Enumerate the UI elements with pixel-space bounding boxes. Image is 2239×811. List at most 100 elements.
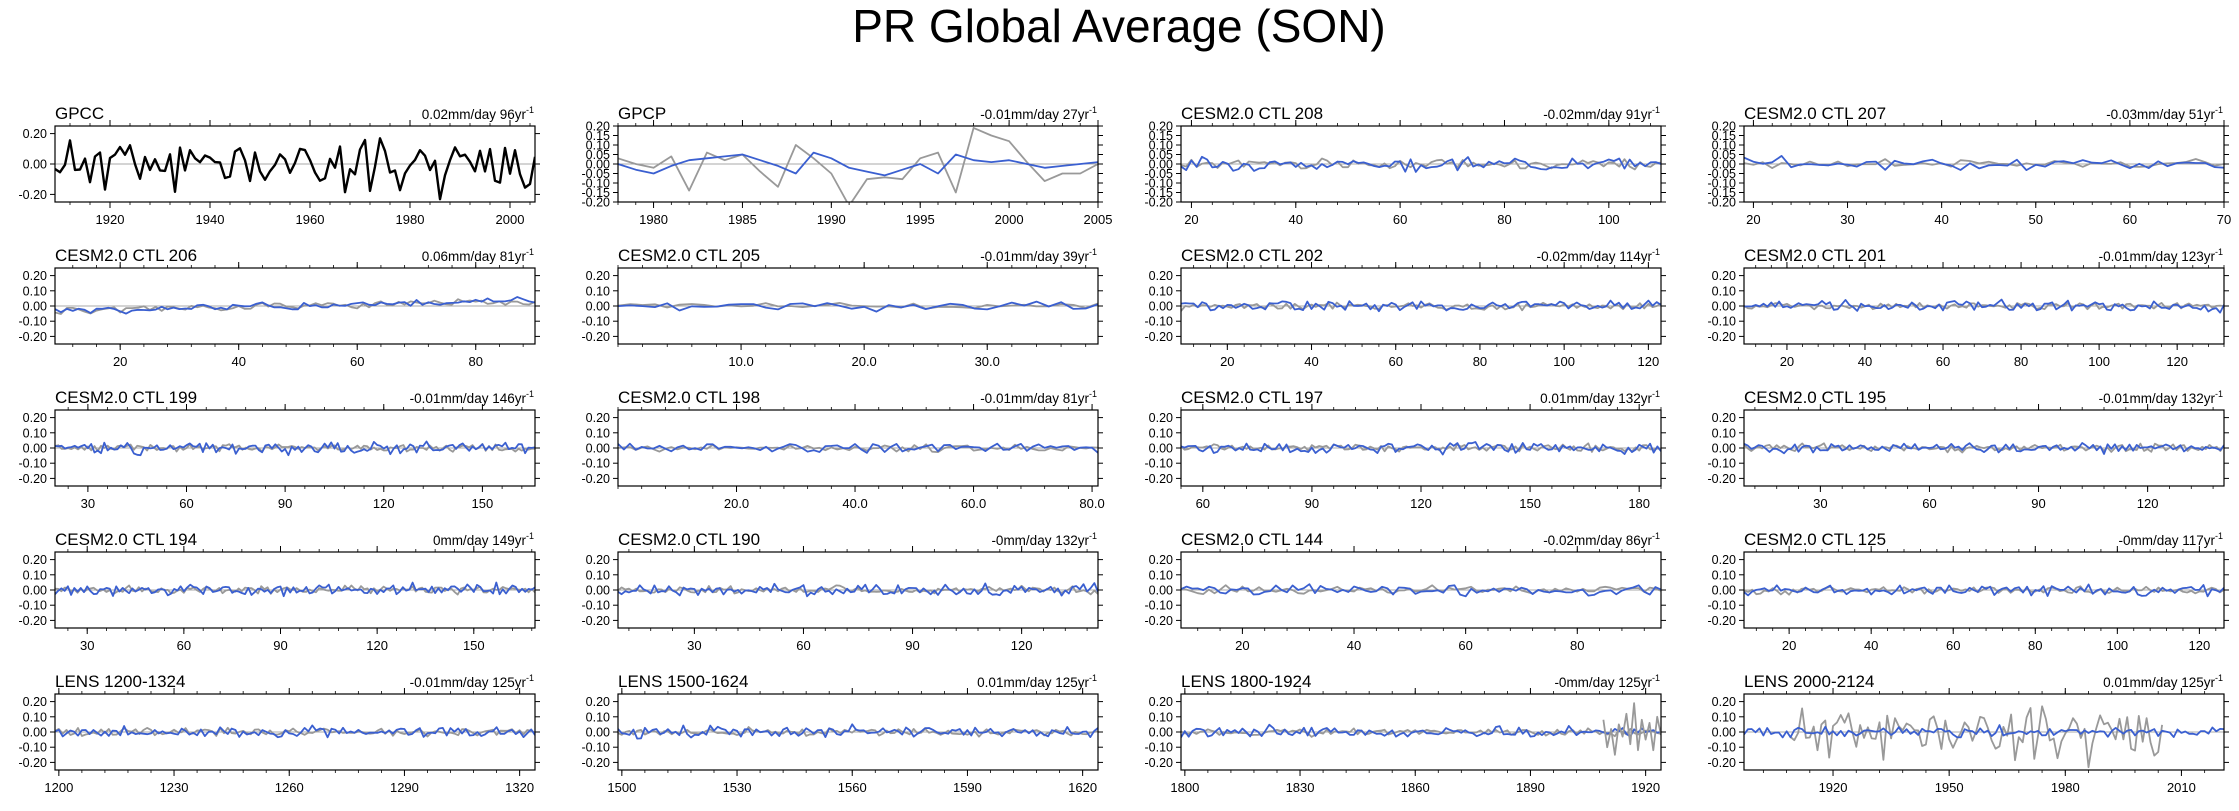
- trend-text: -0.01mm/day 27yr: [980, 107, 1089, 122]
- trend-text: -0.02mm/day 91yr: [1543, 107, 1652, 122]
- x-tick-label: 1980: [639, 212, 668, 227]
- series-line-gray: [1744, 442, 2224, 454]
- y-tick-label: -0.20: [1145, 614, 1174, 628]
- y-tick-label: 0.00: [23, 442, 47, 456]
- x-tick-label: 20: [1780, 354, 1794, 369]
- y-tick-label: -0.10: [19, 315, 48, 329]
- series-group: [1744, 705, 2224, 769]
- x-tick-label: 1830: [1286, 780, 1315, 795]
- panel-title: CESM2.0 CTL 208: [1181, 104, 1323, 123]
- series-line-blue: [1744, 724, 2224, 739]
- x-tick-label: 150: [472, 496, 494, 511]
- y-tick-label: 0.10: [1149, 710, 1173, 724]
- y-tick-label: -0.20: [1145, 196, 1174, 210]
- panel-trend: 0mm/day 149yr-1: [433, 531, 534, 548]
- trend-unit-exponent: -1: [1089, 531, 1097, 541]
- series-line-black: [55, 137, 535, 201]
- y-tick-label: 0.00: [586, 584, 610, 598]
- x-tick-label: 60: [350, 354, 364, 369]
- y-tick-label: -0.10: [1145, 599, 1174, 613]
- x-tick-label: 2005: [1084, 212, 1113, 227]
- x-tick-label: 60: [1458, 638, 1472, 653]
- x-tick-label: 10.0: [728, 354, 753, 369]
- x-tick-label: 120: [1410, 496, 1432, 511]
- y-tick-label: -0.05: [582, 167, 611, 181]
- x-tick-label: 60.0: [961, 496, 986, 511]
- y-tick-label: -0.20: [19, 188, 48, 202]
- panel-title: CESM2.0 CTL 194: [55, 530, 197, 549]
- x-tick-label: 20: [1235, 638, 1249, 653]
- x-tick-label: 80: [2028, 638, 2042, 653]
- panel-title: CESM2.0 CTL 207: [1744, 104, 1886, 123]
- y-tick-label: -0.10: [1145, 741, 1174, 755]
- x-tick-label: 20.0: [724, 496, 749, 511]
- series-line-gray: [1789, 705, 2163, 769]
- series-group: [1744, 583, 2224, 598]
- trend-text: -0.01mm/day 123yr: [2099, 249, 2216, 264]
- trend-text: -0.02mm/day 86yr: [1543, 533, 1652, 548]
- panel-14: 0.200.10 0.00-0.10-0.20 30 60 90 120 CESM2.0 C…: [582, 530, 1103, 653]
- series-line-blue: [1181, 155, 1661, 173]
- panel-trend: -0.02mm/day 91yr-1: [1543, 105, 1660, 122]
- series-group: [1181, 155, 1661, 173]
- y-tick-label: -0.20: [19, 472, 48, 486]
- y-tick-label: -0.20: [1708, 756, 1737, 770]
- panel-trend: 0.02mm/day 96yr-1: [422, 105, 534, 122]
- y-tick-label: -0.10: [1145, 457, 1174, 471]
- trend-text: 0.02mm/day 96yr: [422, 107, 527, 122]
- y-tick-label: 0.00: [586, 726, 610, 740]
- trend-unit-exponent: -1: [526, 673, 534, 683]
- x-tick-label: 60: [1196, 496, 1210, 511]
- y-tick-label: -0.20: [1708, 330, 1737, 344]
- y-tick-label: -0.20: [1145, 472, 1174, 486]
- x-tick-label: 60: [177, 638, 191, 653]
- y-tick-label: -0.10: [582, 177, 611, 191]
- x-tick-label: 90: [905, 638, 919, 653]
- panel-title: LENS 2000-2124: [1744, 672, 1874, 691]
- y-tick-label: 0.10: [586, 139, 610, 153]
- trend-unit-exponent: -1: [1089, 105, 1097, 115]
- x-tick-label: 120: [1011, 638, 1033, 653]
- x-tick-label: 60: [1922, 496, 1936, 511]
- x-tick-label: 1985: [728, 212, 757, 227]
- x-tick-label: 80: [2014, 354, 2028, 369]
- x-tick-label: 20: [1782, 638, 1796, 653]
- x-tick-label: 90: [273, 638, 287, 653]
- x-tick-label: 1230: [160, 780, 189, 795]
- panel-5: 0.200.10 0.00-0.10-0.20 20 40 60 80 CESM2.0 CT…: [19, 246, 540, 369]
- y-tick-label: -0.20: [1145, 756, 1174, 770]
- x-tick-label: 1500: [607, 780, 636, 795]
- x-tick-label: 1980: [2051, 780, 2080, 795]
- trend-text: 0mm/day 149yr: [433, 533, 527, 548]
- y-tick-label: -0.20: [582, 196, 611, 210]
- y-tick-label: 0.10: [23, 426, 47, 440]
- x-tick-label: 40: [1858, 354, 1872, 369]
- series-line-gray: [1602, 702, 1661, 756]
- series-group: [55, 137, 535, 201]
- y-tick-label: 0.20: [1712, 269, 1736, 283]
- y-tick-label: -0.20: [1708, 196, 1737, 210]
- y-tick-label: 0.00: [23, 584, 47, 598]
- y-tick-label: 0.00: [1712, 442, 1736, 456]
- y-tick-label: 0.20: [586, 120, 610, 134]
- y-tick-label: 0.10: [1149, 139, 1173, 153]
- y-tick-label: -0.15: [1145, 186, 1174, 200]
- panel-trend: -0.01mm/day 39yr-1: [980, 247, 1097, 264]
- series-line-blue: [1181, 583, 1661, 598]
- y-tick-label: -0.10: [19, 457, 48, 471]
- y-tick-label: 0.20: [1712, 411, 1736, 425]
- x-tick-label: 1530: [723, 780, 752, 795]
- y-tick-label: 0.05: [586, 148, 610, 162]
- panel-title: CESM2.0 CTL 198: [618, 388, 760, 407]
- x-tick-label: 2000: [995, 212, 1024, 227]
- trend-text: -0mm/day 117yr: [2118, 533, 2215, 548]
- series-line-gray: [618, 302, 1098, 310]
- x-tick-label: 1620: [1068, 780, 1097, 795]
- series-line-gray: [55, 726, 535, 738]
- x-tick-label: 20: [1184, 212, 1198, 227]
- x-tick-label: 30: [687, 638, 701, 653]
- panel-6: 0.200.10 0.00-0.10-0.20 10.0 20.0 30.0 CESM2.…: [582, 246, 1103, 369]
- panel-title: CESM2.0 CTL 144: [1181, 530, 1323, 549]
- y-tick-label: 0.00: [1149, 726, 1173, 740]
- series-line-gray: [1181, 301, 1661, 312]
